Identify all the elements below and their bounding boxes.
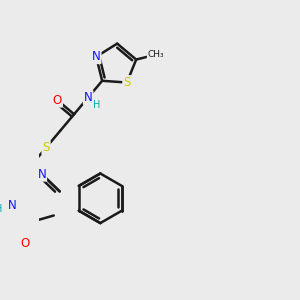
Text: N: N: [92, 50, 100, 63]
Text: O: O: [20, 237, 29, 250]
Text: O: O: [53, 94, 62, 107]
Text: CH₃: CH₃: [148, 50, 164, 59]
Text: S: S: [123, 76, 130, 89]
Text: H: H: [0, 204, 2, 214]
Text: H: H: [94, 100, 101, 110]
Text: N: N: [38, 168, 46, 181]
Text: N: N: [8, 199, 16, 212]
Text: S: S: [42, 141, 50, 154]
Text: N: N: [84, 91, 92, 104]
